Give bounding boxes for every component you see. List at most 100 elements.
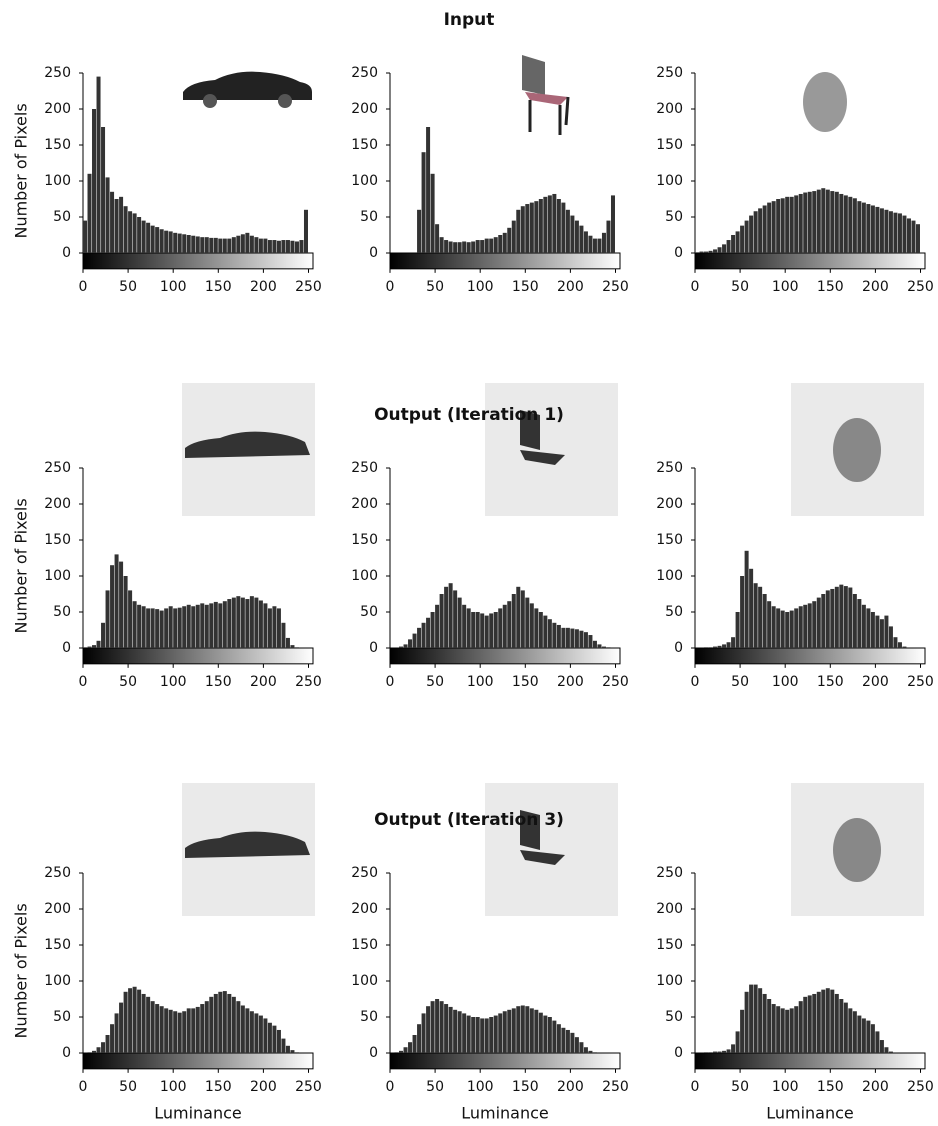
x-tick-label: 0 xyxy=(691,674,700,690)
bar xyxy=(394,1052,399,1053)
bar xyxy=(421,152,426,253)
bar xyxy=(164,230,169,253)
bar xyxy=(897,213,902,253)
bar xyxy=(435,224,440,253)
bar xyxy=(240,1005,245,1053)
bar xyxy=(525,1006,530,1053)
bar xyxy=(588,1050,593,1053)
bar xyxy=(785,612,790,648)
bar xyxy=(704,251,709,253)
bar xyxy=(272,1025,277,1053)
bar xyxy=(825,189,830,253)
bar xyxy=(110,1024,115,1053)
x-tick-label: 0 xyxy=(386,279,395,295)
bar xyxy=(164,1008,169,1053)
bar xyxy=(744,220,749,253)
bar xyxy=(299,240,304,253)
x-tick-label: 200 xyxy=(250,1079,277,1095)
bar xyxy=(290,240,295,253)
y-tick-label: 50 xyxy=(53,604,71,620)
bar xyxy=(857,201,862,253)
bar xyxy=(570,1032,575,1053)
bar xyxy=(884,209,889,253)
bar xyxy=(92,1050,97,1053)
bar xyxy=(789,610,794,648)
bar xyxy=(771,606,776,648)
y-tick-label: 0 xyxy=(62,640,71,656)
panel-title: Input xyxy=(444,10,495,30)
bar xyxy=(285,1045,290,1053)
bar xyxy=(821,594,826,648)
bar xyxy=(807,603,812,648)
bar xyxy=(290,645,295,648)
bar xyxy=(852,198,857,253)
y-tick-label: 0 xyxy=(674,245,683,261)
bar xyxy=(444,586,449,648)
bar xyxy=(520,1005,525,1053)
bar xyxy=(767,202,772,253)
bar xyxy=(258,238,263,253)
bar xyxy=(726,240,731,253)
bar xyxy=(453,242,458,253)
bar xyxy=(200,237,205,253)
x-tick-label: 0 xyxy=(79,674,88,690)
bar xyxy=(816,597,821,648)
x-axis-label: Luminance xyxy=(461,1103,549,1122)
bar xyxy=(218,238,223,253)
y-tick-label: 50 xyxy=(360,604,378,620)
bar xyxy=(597,644,602,648)
y-tick-label: 250 xyxy=(656,865,683,881)
x-tick-label: 200 xyxy=(557,1079,584,1095)
bar xyxy=(168,231,173,253)
bar xyxy=(191,235,196,253)
y-tick-label: 100 xyxy=(44,973,71,989)
bar xyxy=(430,612,435,648)
bar xyxy=(704,1052,709,1053)
bar xyxy=(303,209,308,253)
bar xyxy=(150,608,155,648)
x-tick-label: 0 xyxy=(386,674,395,690)
bar xyxy=(556,199,561,253)
y-tick-label: 200 xyxy=(351,496,378,512)
bar xyxy=(195,604,200,648)
y-tick-label: 100 xyxy=(656,973,683,989)
bar xyxy=(758,208,763,253)
y-tick-label: 150 xyxy=(351,137,378,153)
bar xyxy=(561,202,566,253)
bar xyxy=(87,1052,92,1053)
bar xyxy=(708,250,713,253)
bar xyxy=(771,201,776,253)
bar xyxy=(507,1009,512,1053)
bar xyxy=(231,237,236,253)
bar xyxy=(272,606,277,648)
bar xyxy=(780,1008,785,1053)
bar xyxy=(502,232,507,253)
x-tick-label: 100 xyxy=(160,279,187,295)
bar xyxy=(726,1049,731,1053)
bar xyxy=(570,628,575,648)
bar xyxy=(565,209,570,253)
bar xyxy=(448,241,453,253)
bar xyxy=(740,1009,745,1053)
bar xyxy=(137,217,142,253)
x-tick-label: 50 xyxy=(426,279,444,295)
luminance-bar xyxy=(694,647,926,665)
bar xyxy=(911,220,916,253)
x-axis-label: Luminance xyxy=(154,1103,242,1122)
x-tick-label: 250 xyxy=(907,1079,934,1095)
bar xyxy=(285,637,290,648)
bar xyxy=(812,993,817,1053)
bar xyxy=(547,619,552,648)
bar xyxy=(240,597,245,648)
bar xyxy=(906,218,911,253)
bar xyxy=(767,601,772,648)
bar xyxy=(866,1020,871,1053)
bar xyxy=(731,235,736,253)
bar xyxy=(123,576,128,648)
y-tick-label: 200 xyxy=(44,101,71,117)
bar xyxy=(529,202,534,253)
bar xyxy=(870,1024,875,1053)
luminance-bar xyxy=(694,252,926,270)
bar xyxy=(123,206,128,253)
bar xyxy=(96,76,101,253)
